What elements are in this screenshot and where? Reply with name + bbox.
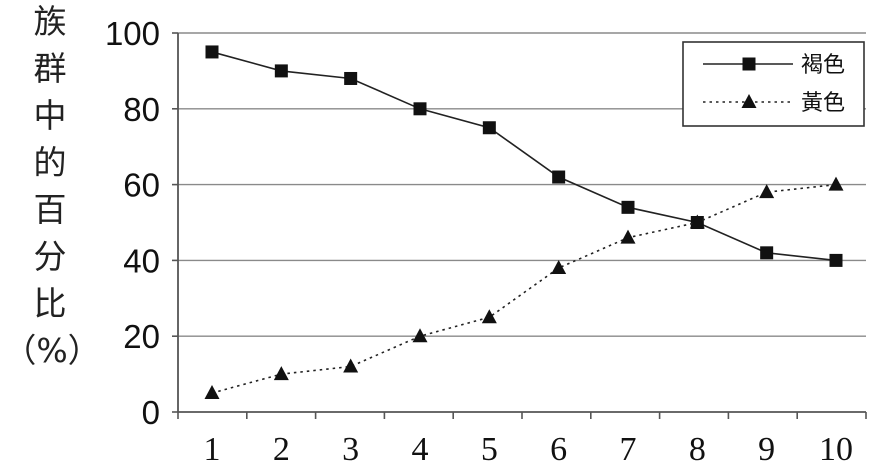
- data-point: [412, 328, 428, 343]
- y-axis-label-char: 百: [34, 190, 67, 229]
- x-tick-label: 6: [550, 431, 567, 468]
- y-axis-label-char: 的: [34, 143, 67, 182]
- y-axis-label-char: 中: [34, 96, 67, 135]
- x-tick-label: 10: [819, 431, 853, 468]
- legend-label: 褐色: [801, 53, 845, 78]
- data-point: [204, 385, 220, 400]
- series-line: [211, 183, 837, 394]
- y-tick-labels: 0 20 40 60 80 100: [105, 15, 160, 431]
- data-point: [760, 246, 774, 260]
- y-axis-label-char: 比: [34, 284, 67, 323]
- data-point: [413, 102, 427, 116]
- data-point: [552, 170, 566, 184]
- y-tick-label: 80: [123, 91, 160, 128]
- data-point: [482, 121, 496, 135]
- x-tick-label: 8: [689, 431, 706, 468]
- data-point: [205, 45, 219, 59]
- x-tick-label: 4: [412, 431, 429, 468]
- axes: [172, 32, 867, 419]
- data-point: [620, 229, 636, 244]
- y-tick-label: 20: [123, 318, 160, 355]
- series-line: [211, 51, 837, 262]
- y-tick-label: 100: [105, 15, 160, 52]
- x-tick-label: 5: [481, 431, 498, 468]
- data-point: [689, 214, 705, 229]
- y-axis-label-char: 群: [34, 49, 67, 88]
- x-tick-label: 7: [620, 431, 637, 468]
- data-point: [481, 309, 497, 324]
- legend-box: [682, 41, 865, 127]
- data-point: [273, 366, 289, 381]
- data-point: [343, 358, 359, 373]
- y-tick-label: 60: [123, 167, 160, 204]
- y-axis-label-char: 族: [34, 2, 67, 41]
- data-point: [621, 200, 635, 214]
- data-point: [344, 71, 358, 85]
- x-tick-labels: 1 2 3 4 5 6 7 8 9 10: [204, 431, 854, 468]
- y-tick-label: 40: [123, 242, 160, 279]
- data-point: [828, 176, 844, 191]
- data-point: [829, 253, 843, 267]
- legend-marker: [742, 57, 756, 71]
- data-point: [551, 259, 567, 274]
- data-point: [759, 184, 775, 199]
- x-tick-label: 9: [758, 431, 775, 468]
- legend-marker: [741, 94, 757, 108]
- legend-label: 黃色: [801, 91, 845, 116]
- x-tick-label: 1: [204, 431, 221, 468]
- x-tick-label: 3: [342, 431, 359, 468]
- data-point: [274, 64, 288, 78]
- y-tick-label: 0: [142, 394, 160, 431]
- series-group: [204, 45, 844, 400]
- x-tick-label: 2: [273, 431, 290, 468]
- y-axis-label-char: （%）: [3, 331, 100, 370]
- series-2: [204, 176, 844, 400]
- y-axis-label-char: 分: [34, 237, 67, 276]
